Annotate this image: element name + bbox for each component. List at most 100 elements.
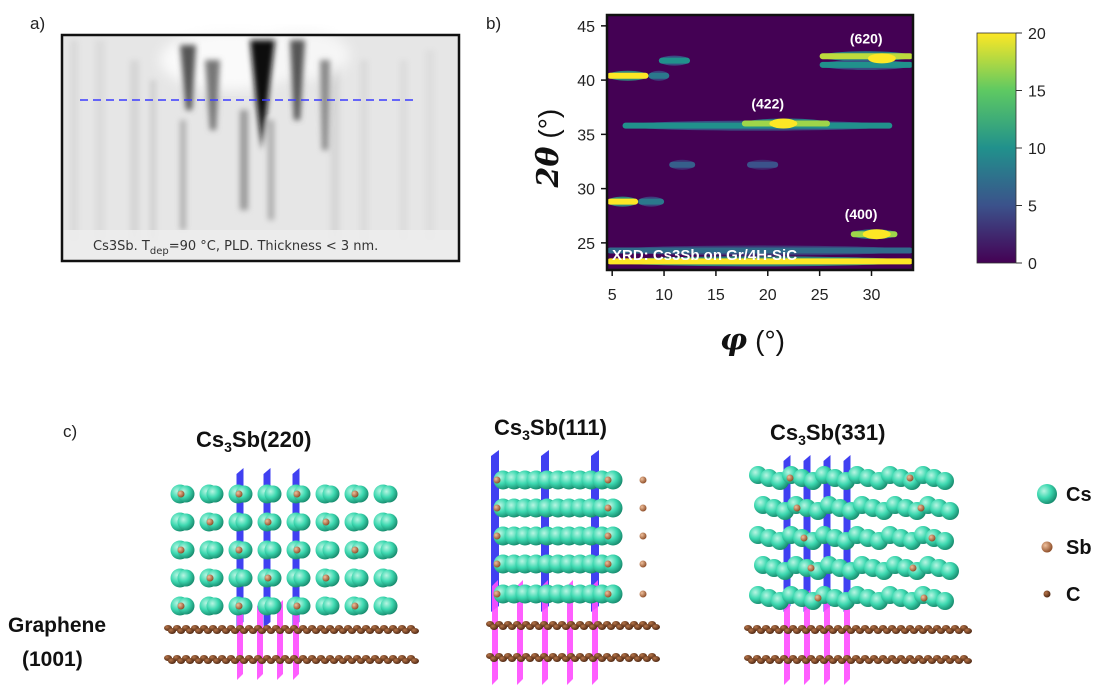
peak-label: (422): [751, 96, 784, 112]
sb-atom: [493, 590, 501, 598]
cs-atom: [206, 513, 224, 531]
cs-atom: [264, 513, 282, 531]
sb-atom: [604, 560, 612, 568]
sb-atom: [639, 532, 647, 540]
heatmap-band: [607, 258, 913, 265]
cs-atom: [380, 569, 398, 587]
peak-spot: [867, 53, 896, 64]
cs-atom: [235, 597, 253, 615]
heatmap-band: [658, 57, 690, 64]
colorbar-tick-label: 0: [1028, 256, 1037, 273]
sb-atom: [604, 590, 612, 598]
y-axis-label: 2θ(°): [531, 109, 566, 189]
cs-atom: [206, 485, 224, 503]
sb-atom: [322, 574, 330, 582]
peak-label: (400): [845, 206, 878, 222]
sb-atom: [920, 594, 928, 602]
sb-atom: [235, 602, 243, 610]
cs-atom: [380, 485, 398, 503]
sb-atom: [322, 518, 330, 526]
x-tick-label: 5: [608, 287, 617, 304]
heatmap-band: [638, 198, 665, 205]
c-atom: [411, 658, 419, 664]
c-atom: [964, 628, 972, 634]
cs-atom: [603, 498, 623, 518]
cs-atom: [235, 513, 253, 531]
colorbar-tick-label: 5: [1028, 199, 1037, 216]
sb-atom: [793, 504, 801, 512]
y-tick-label: 45: [577, 19, 595, 36]
sb-atom: [177, 602, 185, 610]
cs-atom: [293, 513, 311, 531]
sb-atom: [493, 560, 501, 568]
cs-atom: [941, 562, 959, 580]
structure-title-331: Cs3Sb(331): [770, 420, 885, 448]
sb-atom: [604, 476, 612, 484]
c-atom: [652, 624, 660, 630]
panel-c-label: c): [63, 422, 78, 441]
cs-atom: [293, 485, 311, 503]
peak-label: (620): [850, 30, 883, 46]
stem-caption: Cs3Sb. Tdep=90 °C, PLD. Thickness < 3 nm…: [93, 239, 378, 257]
sb-atom: [206, 518, 214, 526]
cs-atom: [380, 597, 398, 615]
cs-atom: [351, 513, 369, 531]
cs-atom: [322, 597, 340, 615]
heatmap-band: [819, 53, 913, 60]
heatmap-band: [747, 161, 779, 168]
cs-atom: [322, 569, 340, 587]
y-tick-label: 35: [577, 127, 595, 144]
sb-atom: [917, 504, 925, 512]
sb-atom: [264, 518, 272, 526]
cs-atom: [206, 597, 224, 615]
sb-atom: [351, 546, 359, 554]
sb-atom: [493, 504, 501, 512]
y-tick-label: 25: [577, 236, 595, 253]
cs-atom: [293, 541, 311, 559]
cs-atom: [235, 569, 253, 587]
x-tick-label: 25: [811, 287, 829, 304]
structure-331-model: [744, 455, 972, 685]
cs-atom: [177, 569, 195, 587]
structures-panel: Cs3Sb(220) Cs3Sb(111) Cs3Sb(331) Graphen…: [8, 415, 1092, 685]
sb-atom: [293, 490, 301, 498]
cs-atom: [264, 485, 282, 503]
cs-atom: [293, 597, 311, 615]
heatmap-band: [607, 247, 913, 254]
legend-c-swatch: [1043, 590, 1051, 598]
colorbar-gradient: [976, 32, 1017, 264]
peak-spot: [862, 229, 891, 240]
structure-220-model: [164, 468, 419, 680]
heatmap-band: [607, 198, 639, 205]
sb-atom: [293, 546, 301, 554]
cs-atom: [264, 541, 282, 559]
c-atom: [652, 656, 660, 662]
cs-atom: [351, 597, 369, 615]
cs-atom: [322, 485, 340, 503]
cs-atom: [264, 569, 282, 587]
sb-atom: [906, 474, 914, 482]
cs-atom: [603, 526, 623, 546]
legend-cs-swatch: [1037, 484, 1057, 504]
peak-spot: [769, 118, 798, 129]
sb-atom: [639, 590, 647, 598]
sb-atom: [177, 546, 185, 554]
colorbar-tick-label: 15: [1028, 84, 1046, 101]
cs-atom: [351, 541, 369, 559]
sb-atom: [351, 602, 359, 610]
y-tick-label: 40: [577, 73, 595, 90]
sb-atom: [235, 546, 243, 554]
colorbar-tick-label: 10: [1028, 141, 1046, 158]
sb-atom: [928, 534, 936, 542]
structure-title-111: Cs3Sb(111): [494, 415, 607, 443]
structure-111-model: [486, 450, 660, 685]
panel-b-label: b): [486, 14, 502, 33]
cs-atom: [177, 485, 195, 503]
x-axis-label: φ (°): [720, 323, 785, 358]
heatmap-band: [819, 61, 913, 68]
heatmap-title: XRD: Cs3Sb on Gr/4H-SiC: [612, 247, 797, 264]
sb-atom: [909, 564, 917, 572]
legend-cs-label: Cs: [1066, 484, 1092, 506]
cs-atom: [177, 597, 195, 615]
